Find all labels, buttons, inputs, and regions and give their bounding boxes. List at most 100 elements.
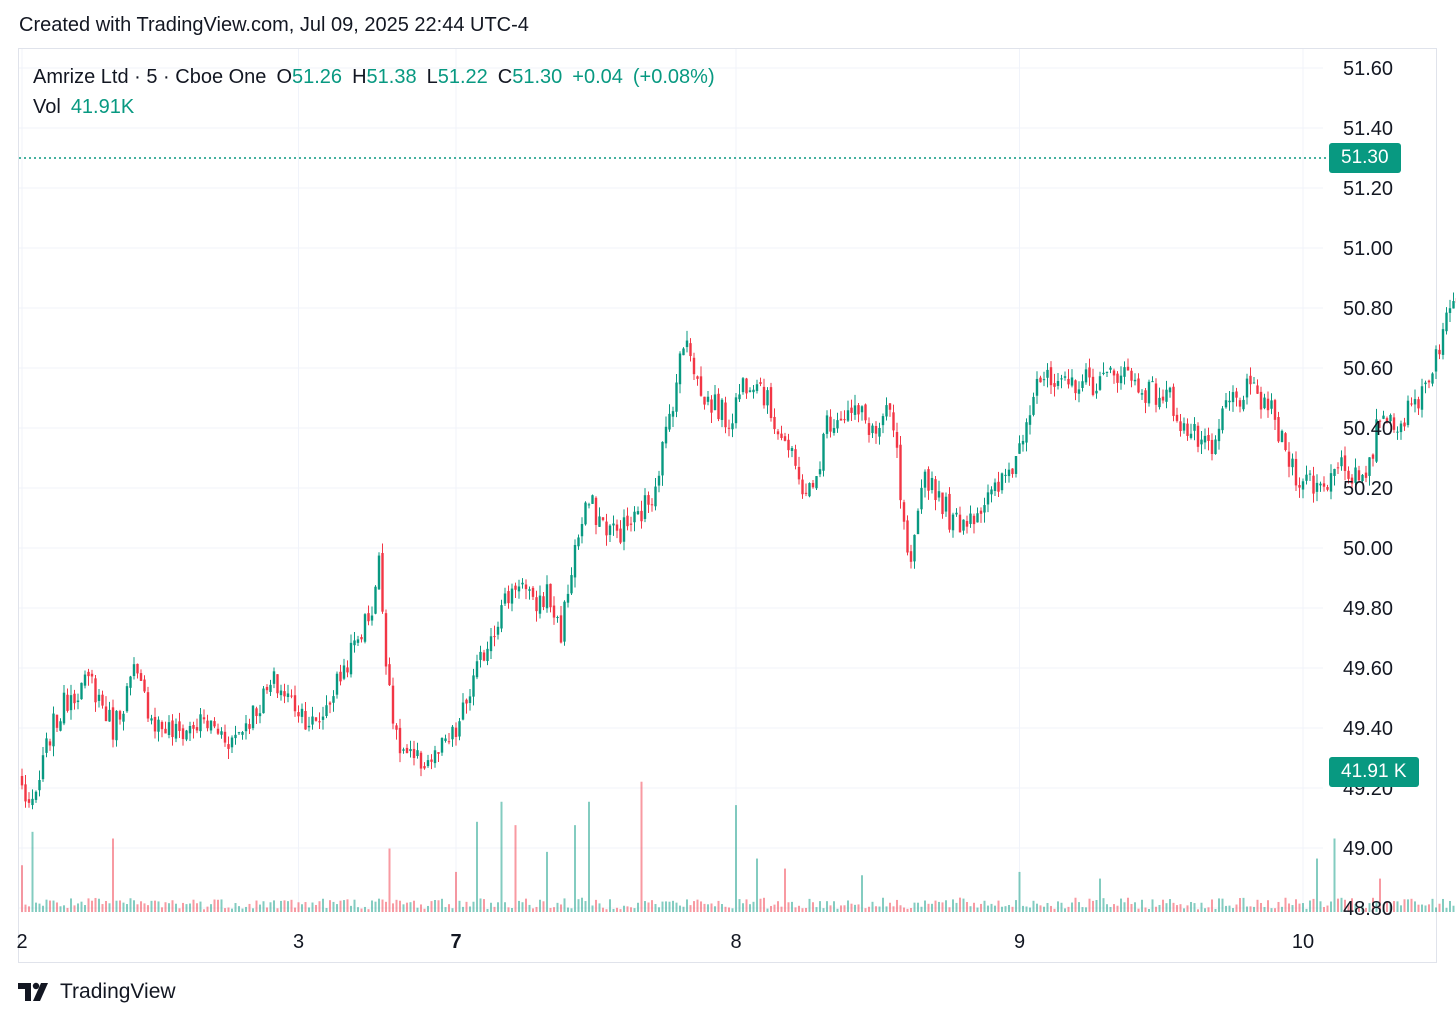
candle — [1151, 376, 1154, 383]
candle — [738, 383, 741, 402]
candle-body — [979, 510, 983, 514]
volume-bar — [1158, 904, 1161, 912]
volume-bar — [931, 903, 933, 912]
candle — [1375, 408, 1378, 464]
candle-body — [167, 722, 171, 736]
candle — [167, 715, 171, 739]
candle — [1238, 397, 1242, 413]
volume-bar — [875, 906, 877, 912]
candle — [514, 582, 517, 599]
candle-body — [633, 511, 636, 523]
volume-bar — [549, 907, 552, 912]
volume-bar — [388, 848, 391, 912]
candle-body — [52, 713, 55, 747]
volume-bar — [42, 905, 44, 912]
volume-bar — [1452, 905, 1455, 912]
volume-bar — [535, 906, 538, 912]
candle-body — [1144, 390, 1147, 403]
volume-bar — [476, 821, 478, 912]
candle-body — [790, 448, 794, 451]
candle-body — [1175, 414, 1179, 421]
volume-bar — [700, 901, 702, 912]
volume-bar — [140, 901, 142, 912]
candle-body — [941, 492, 944, 515]
volume-bar — [749, 904, 751, 912]
candle-body — [1354, 467, 1357, 483]
volume-bar — [577, 899, 580, 912]
y-tick-label: 48.80 — [1343, 898, 1393, 920]
candle — [195, 718, 199, 734]
candle — [629, 516, 633, 532]
candle — [783, 432, 787, 442]
candle-body — [923, 471, 927, 488]
candle — [1263, 393, 1266, 410]
candle-body — [1126, 366, 1130, 371]
candle-body — [1063, 376, 1067, 378]
candle-body — [993, 482, 997, 491]
tradingview-brand[interactable]: TradingView — [18, 980, 176, 1004]
candle — [1343, 446, 1347, 481]
candle-body — [647, 495, 650, 505]
candle — [1004, 468, 1007, 483]
volume-bar — [483, 899, 485, 912]
volume-bar — [66, 907, 69, 912]
volume-bar — [238, 906, 240, 912]
candle — [1315, 474, 1319, 502]
volume-bar — [682, 906, 685, 912]
candle-body — [1161, 396, 1165, 401]
candle — [944, 492, 948, 517]
volume-bar — [315, 904, 317, 912]
candle — [472, 668, 475, 706]
volume-bar — [434, 900, 436, 912]
candle — [1298, 477, 1301, 498]
candle-body — [801, 479, 804, 495]
chart-frame[interactable] — [18, 48, 1437, 963]
candle-body — [563, 601, 566, 642]
volume-bar — [1438, 903, 1441, 912]
candle-body — [1039, 377, 1042, 383]
symbol-name[interactable]: Amrize Ltd · 5 · Cboe One — [33, 66, 267, 88]
candle — [1231, 385, 1235, 412]
candle — [69, 684, 73, 720]
candle-body — [1452, 301, 1455, 309]
candle-body — [342, 665, 346, 679]
candle — [1357, 465, 1361, 483]
candle — [430, 754, 433, 770]
candle-body — [1280, 430, 1284, 443]
candle — [1000, 472, 1004, 494]
candle-body — [405, 747, 409, 754]
candle — [853, 394, 857, 420]
volume-label[interactable]: Vol — [33, 96, 61, 118]
volume-bar — [336, 904, 338, 912]
candle-body — [825, 415, 829, 434]
volume-bar — [539, 899, 541, 912]
candle — [1294, 451, 1298, 492]
volume-bar — [493, 906, 496, 912]
candle-body — [391, 685, 395, 724]
volume-bar — [262, 901, 265, 912]
candle — [87, 668, 90, 686]
volume-bar — [1228, 905, 1231, 912]
volume-bar — [220, 899, 223, 912]
candle — [1322, 476, 1326, 492]
volume-bar — [427, 905, 429, 912]
candle — [556, 615, 559, 623]
candle — [304, 702, 307, 730]
volume-bar — [1351, 898, 1353, 912]
candle — [1413, 389, 1417, 413]
candle-body — [570, 575, 573, 594]
candle — [934, 476, 937, 511]
price-chart[interactable]: 51.60 51.40 51.20 51.00 50.80 50.60 50.40 50.20… — [0, 0, 1456, 980]
volume-bar — [1372, 897, 1374, 912]
candle — [888, 402, 892, 417]
volume-bar — [521, 902, 524, 912]
candle — [1179, 414, 1182, 437]
volume-bar — [311, 902, 314, 912]
candle — [769, 382, 773, 422]
candle-body — [237, 732, 241, 734]
candle-body — [867, 423, 871, 435]
candle-body — [227, 744, 230, 749]
candle-body — [90, 673, 94, 677]
candle-body — [139, 673, 143, 681]
candle-body — [493, 636, 496, 638]
